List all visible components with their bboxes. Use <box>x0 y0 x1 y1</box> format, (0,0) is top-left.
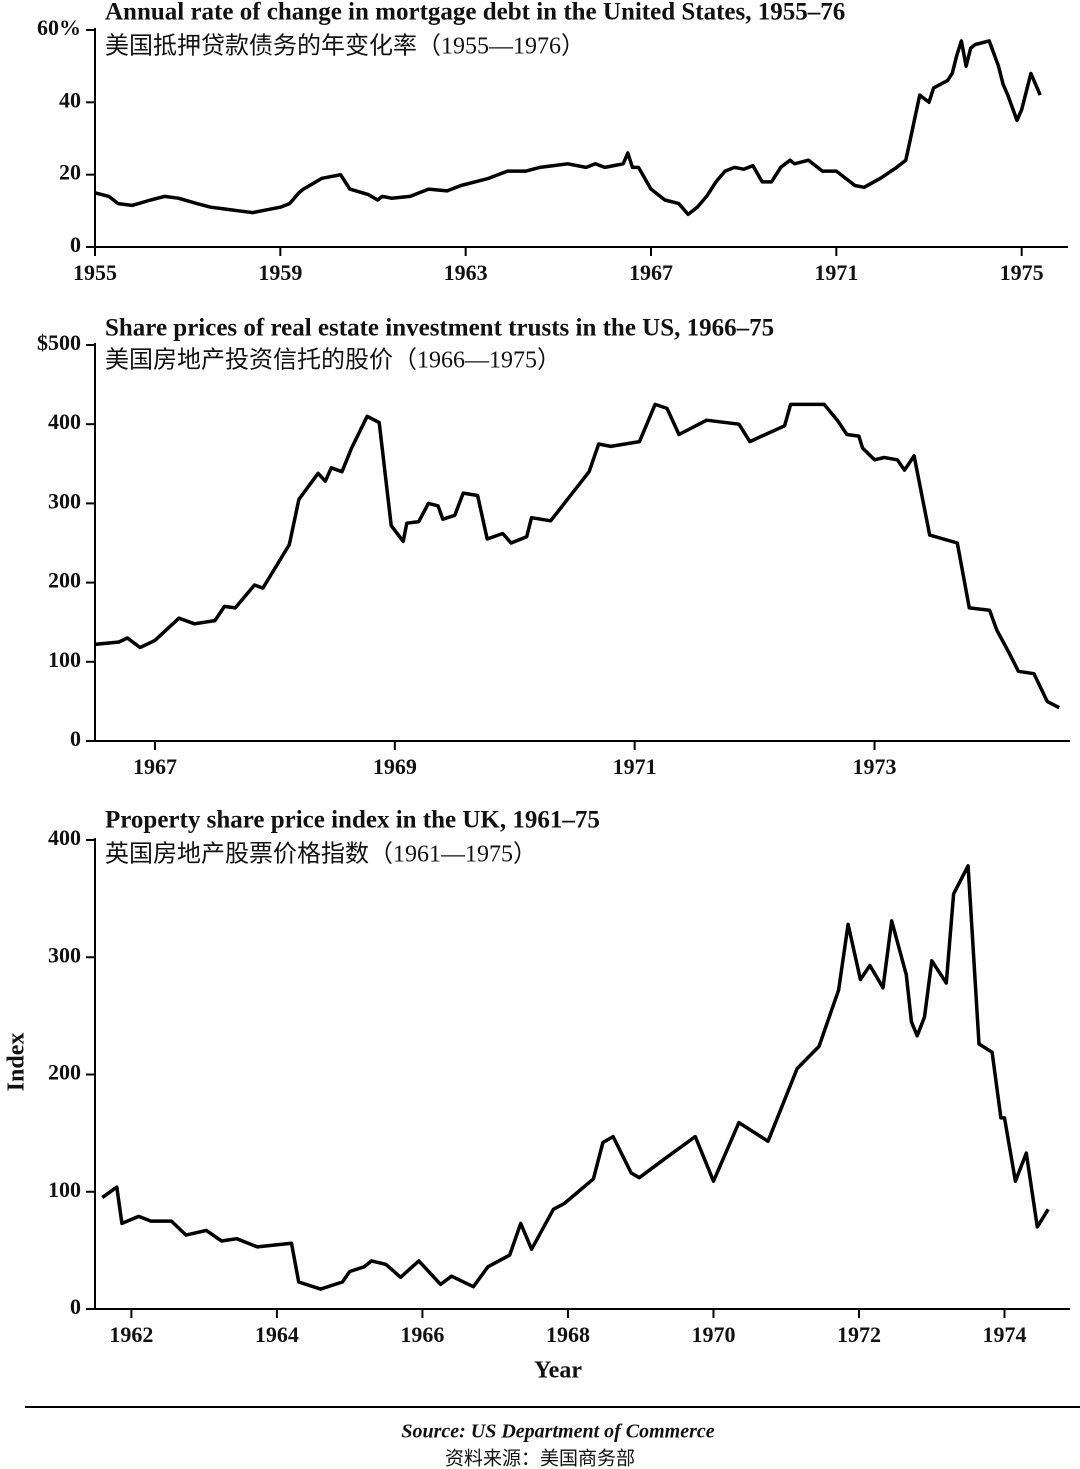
x-tick-label: 1973 <box>853 754 897 779</box>
chart-title: Property share price index in the UK, 19… <box>105 807 600 834</box>
data-line <box>101 864 1050 1291</box>
y-tick-label: 60% <box>37 15 81 40</box>
y-axis-label: Index <box>4 1033 30 1092</box>
x-tick-label: 1975 <box>1000 260 1044 285</box>
x-tick-label: 1966 <box>400 1322 444 1347</box>
x-tick-label: 1974 <box>983 1322 1027 1347</box>
y-tick-label: 400 <box>48 825 81 850</box>
y-tick-label: 300 <box>48 942 81 967</box>
y-tick-label: 200 <box>48 1060 81 1085</box>
x-tick-label: 1971 <box>814 260 858 285</box>
x-tick-label: 1963 <box>444 260 488 285</box>
x-tick-label: 1971 <box>613 754 657 779</box>
chart-subtitle: 英国房地产股票价格指数（1961—1975） <box>105 841 537 868</box>
x-tick-label: 1955 <box>73 260 117 285</box>
y-tick-label: 20 <box>59 160 81 185</box>
x-tick-label: 1972 <box>837 1322 881 1347</box>
y-tick-label: 300 <box>48 488 81 513</box>
y-tick-label: 0 <box>70 1294 81 1319</box>
data-line <box>94 402 1061 710</box>
x-tick-label: 1967 <box>133 754 177 779</box>
x-tick-label: 1970 <box>691 1322 735 1347</box>
y-tick-label: $500 <box>37 330 81 355</box>
y-tick-label: 100 <box>48 647 81 672</box>
x-tick-label: 1968 <box>546 1322 590 1347</box>
chart-title: Share prices of real estate investment t… <box>105 315 774 342</box>
x-tick-label: 1969 <box>373 754 417 779</box>
source: Source: US Department of Commerce <box>401 1421 714 1443</box>
source-cn: 资料来源：美国商务部 <box>445 1447 635 1469</box>
x-tick-label: 1962 <box>109 1322 153 1347</box>
y-tick-label: 40 <box>59 87 81 112</box>
y-tick-label: 0 <box>70 232 81 257</box>
x-axis-label: Year <box>534 1358 582 1384</box>
y-tick-label: 100 <box>48 1177 81 1202</box>
y-tick-label: 200 <box>48 568 81 593</box>
x-tick-label: 1967 <box>629 260 673 285</box>
chart-subtitle: 美国抵押贷款债务的年变化率（1955—1976） <box>105 33 585 60</box>
y-tick-label: 400 <box>48 409 81 434</box>
chart-title: Annual rate of change in mortgage debt i… <box>105 0 845 26</box>
y-tick-label: 0 <box>70 726 81 751</box>
chart-subtitle: 美国房地产投资信托的股价（1966—1975） <box>105 347 561 374</box>
data-line <box>94 39 1042 217</box>
x-tick-label: 1964 <box>255 1322 299 1347</box>
x-tick-label: 1959 <box>258 260 302 285</box>
